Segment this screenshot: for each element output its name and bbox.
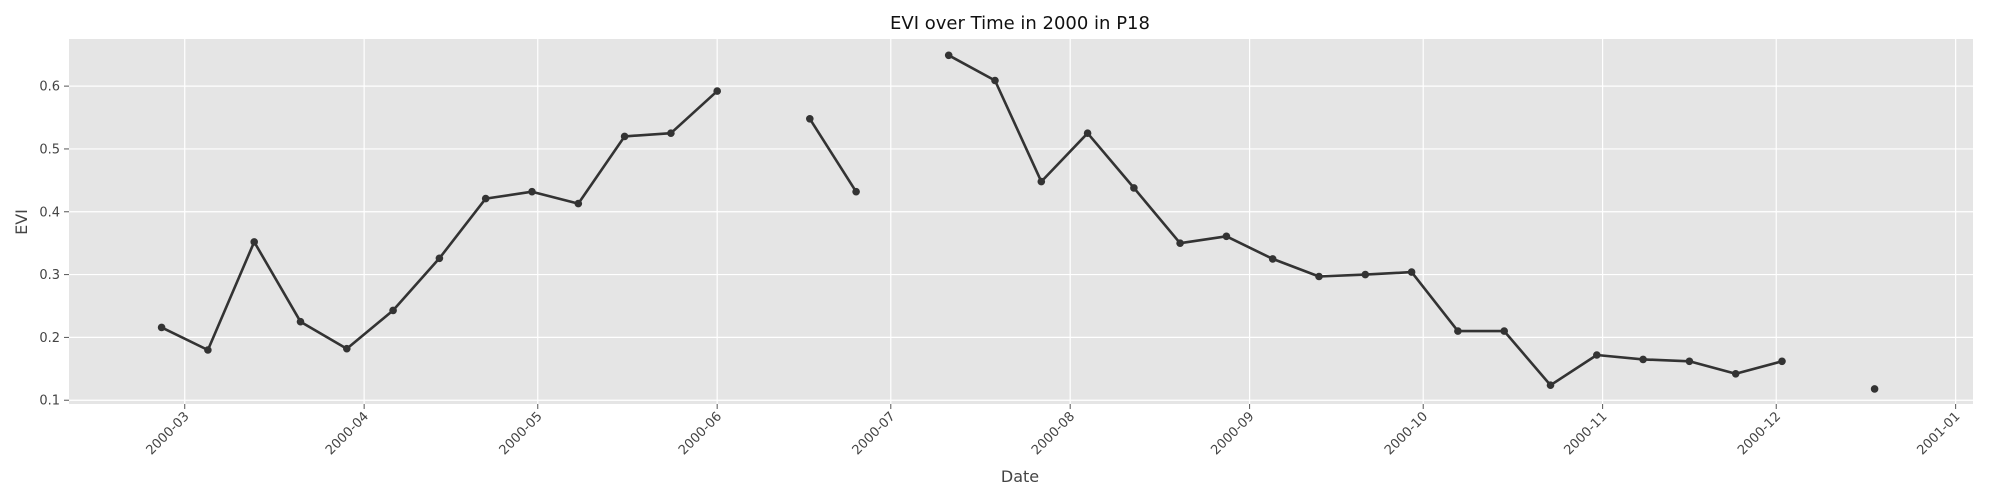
data-point [667, 129, 675, 137]
y-axis-label: EVI [12, 209, 31, 235]
data-point [1037, 177, 1046, 186]
y-tick-label: 0.6 [39, 80, 60, 95]
data-point [157, 323, 166, 332]
data-point [991, 76, 999, 85]
data-point [1778, 357, 1786, 366]
data-point [389, 306, 397, 315]
plot-area [69, 39, 1973, 404]
data-point [481, 194, 490, 203]
y-tick-label: 0.1 [39, 394, 60, 409]
data-point [296, 317, 305, 326]
data-point [1268, 255, 1277, 263]
y-tick-label: 0.2 [39, 331, 60, 346]
data-point [1731, 370, 1740, 378]
y-axis-ticks: 0.1 0.2 0.3 0.4 0.5 0.6 [39, 80, 69, 409]
data-point [620, 132, 629, 141]
series-line [808, 118, 858, 193]
data-point [1500, 327, 1508, 335]
data-point [250, 238, 258, 246]
data-point [574, 199, 583, 208]
data-point [1176, 239, 1184, 247]
y-tick-label: 0.3 [39, 268, 60, 283]
data-point [343, 344, 351, 353]
x-axis-label: Date [1001, 467, 1039, 486]
chart-title: EVI over Time in 2000 in P18 [890, 13, 1150, 34]
gridlines [69, 39, 1973, 404]
data-point [204, 346, 212, 354]
series-layer [157, 51, 1879, 393]
y-tick-label: 0.4 [39, 205, 60, 220]
data-point [806, 115, 814, 123]
data-point [435, 254, 444, 263]
data-point [1361, 270, 1370, 279]
data-point [1593, 351, 1601, 359]
data-point [1454, 327, 1462, 335]
data-point [944, 51, 953, 60]
data-point [852, 187, 860, 196]
data-point [1639, 355, 1647, 364]
data-point [713, 87, 721, 95]
data-point [1315, 272, 1323, 281]
data-point [1222, 232, 1231, 241]
data-point [1130, 184, 1138, 192]
data-point [528, 187, 536, 196]
data-point [1083, 129, 1092, 137]
data-point [1407, 268, 1416, 276]
data-point [1685, 357, 1694, 366]
data-point [1870, 385, 1879, 393]
y-tick-label: 0.5 [39, 142, 60, 157]
data-point [1546, 381, 1555, 390]
